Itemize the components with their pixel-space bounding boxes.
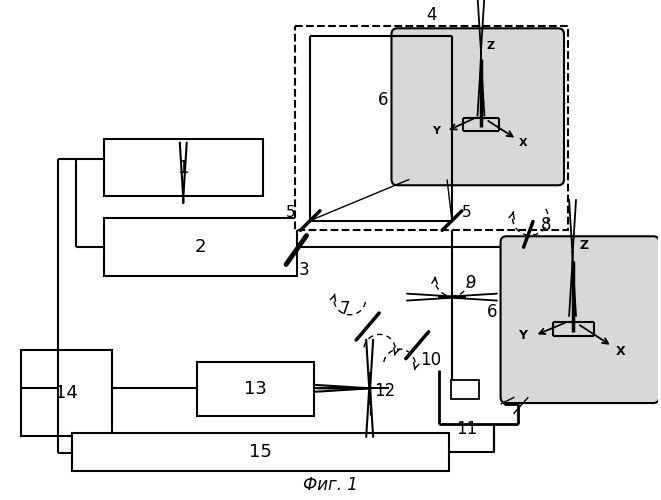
Text: 10: 10 [420, 351, 442, 369]
Bar [72, 434, 449, 470]
Text: Фиг. 1: Фиг. 1 [303, 476, 358, 494]
Bar [197, 362, 314, 416]
Text: Z: Z [486, 41, 495, 51]
Text: 2: 2 [195, 238, 206, 256]
Bar [295, 26, 568, 231]
Text: 3: 3 [299, 260, 309, 278]
Text: 6: 6 [378, 90, 389, 108]
FancyBboxPatch shape [500, 236, 659, 403]
Bar [20, 350, 112, 436]
Text: Z: Z [580, 238, 589, 252]
Text: 8: 8 [541, 216, 551, 234]
Bar [451, 380, 479, 399]
Text: Y: Y [518, 329, 527, 342]
Bar [104, 218, 297, 276]
Text: X: X [615, 344, 625, 358]
Text: 7: 7 [340, 300, 350, 318]
Text: 9: 9 [465, 274, 476, 292]
Text: 6: 6 [486, 303, 497, 321]
FancyBboxPatch shape [391, 28, 564, 186]
Text: Y: Y [432, 126, 440, 136]
Text: 5: 5 [286, 205, 295, 220]
Text: X: X [518, 138, 527, 148]
Text: 4: 4 [426, 6, 437, 24]
Text: 14: 14 [55, 384, 78, 402]
Text: 11: 11 [456, 420, 477, 438]
Text: 13: 13 [244, 380, 267, 398]
Text: 5: 5 [462, 205, 472, 220]
Bar [104, 139, 262, 196]
Text: 12: 12 [374, 382, 395, 400]
Text: 15: 15 [249, 443, 272, 461]
Text: 1: 1 [178, 158, 189, 176]
